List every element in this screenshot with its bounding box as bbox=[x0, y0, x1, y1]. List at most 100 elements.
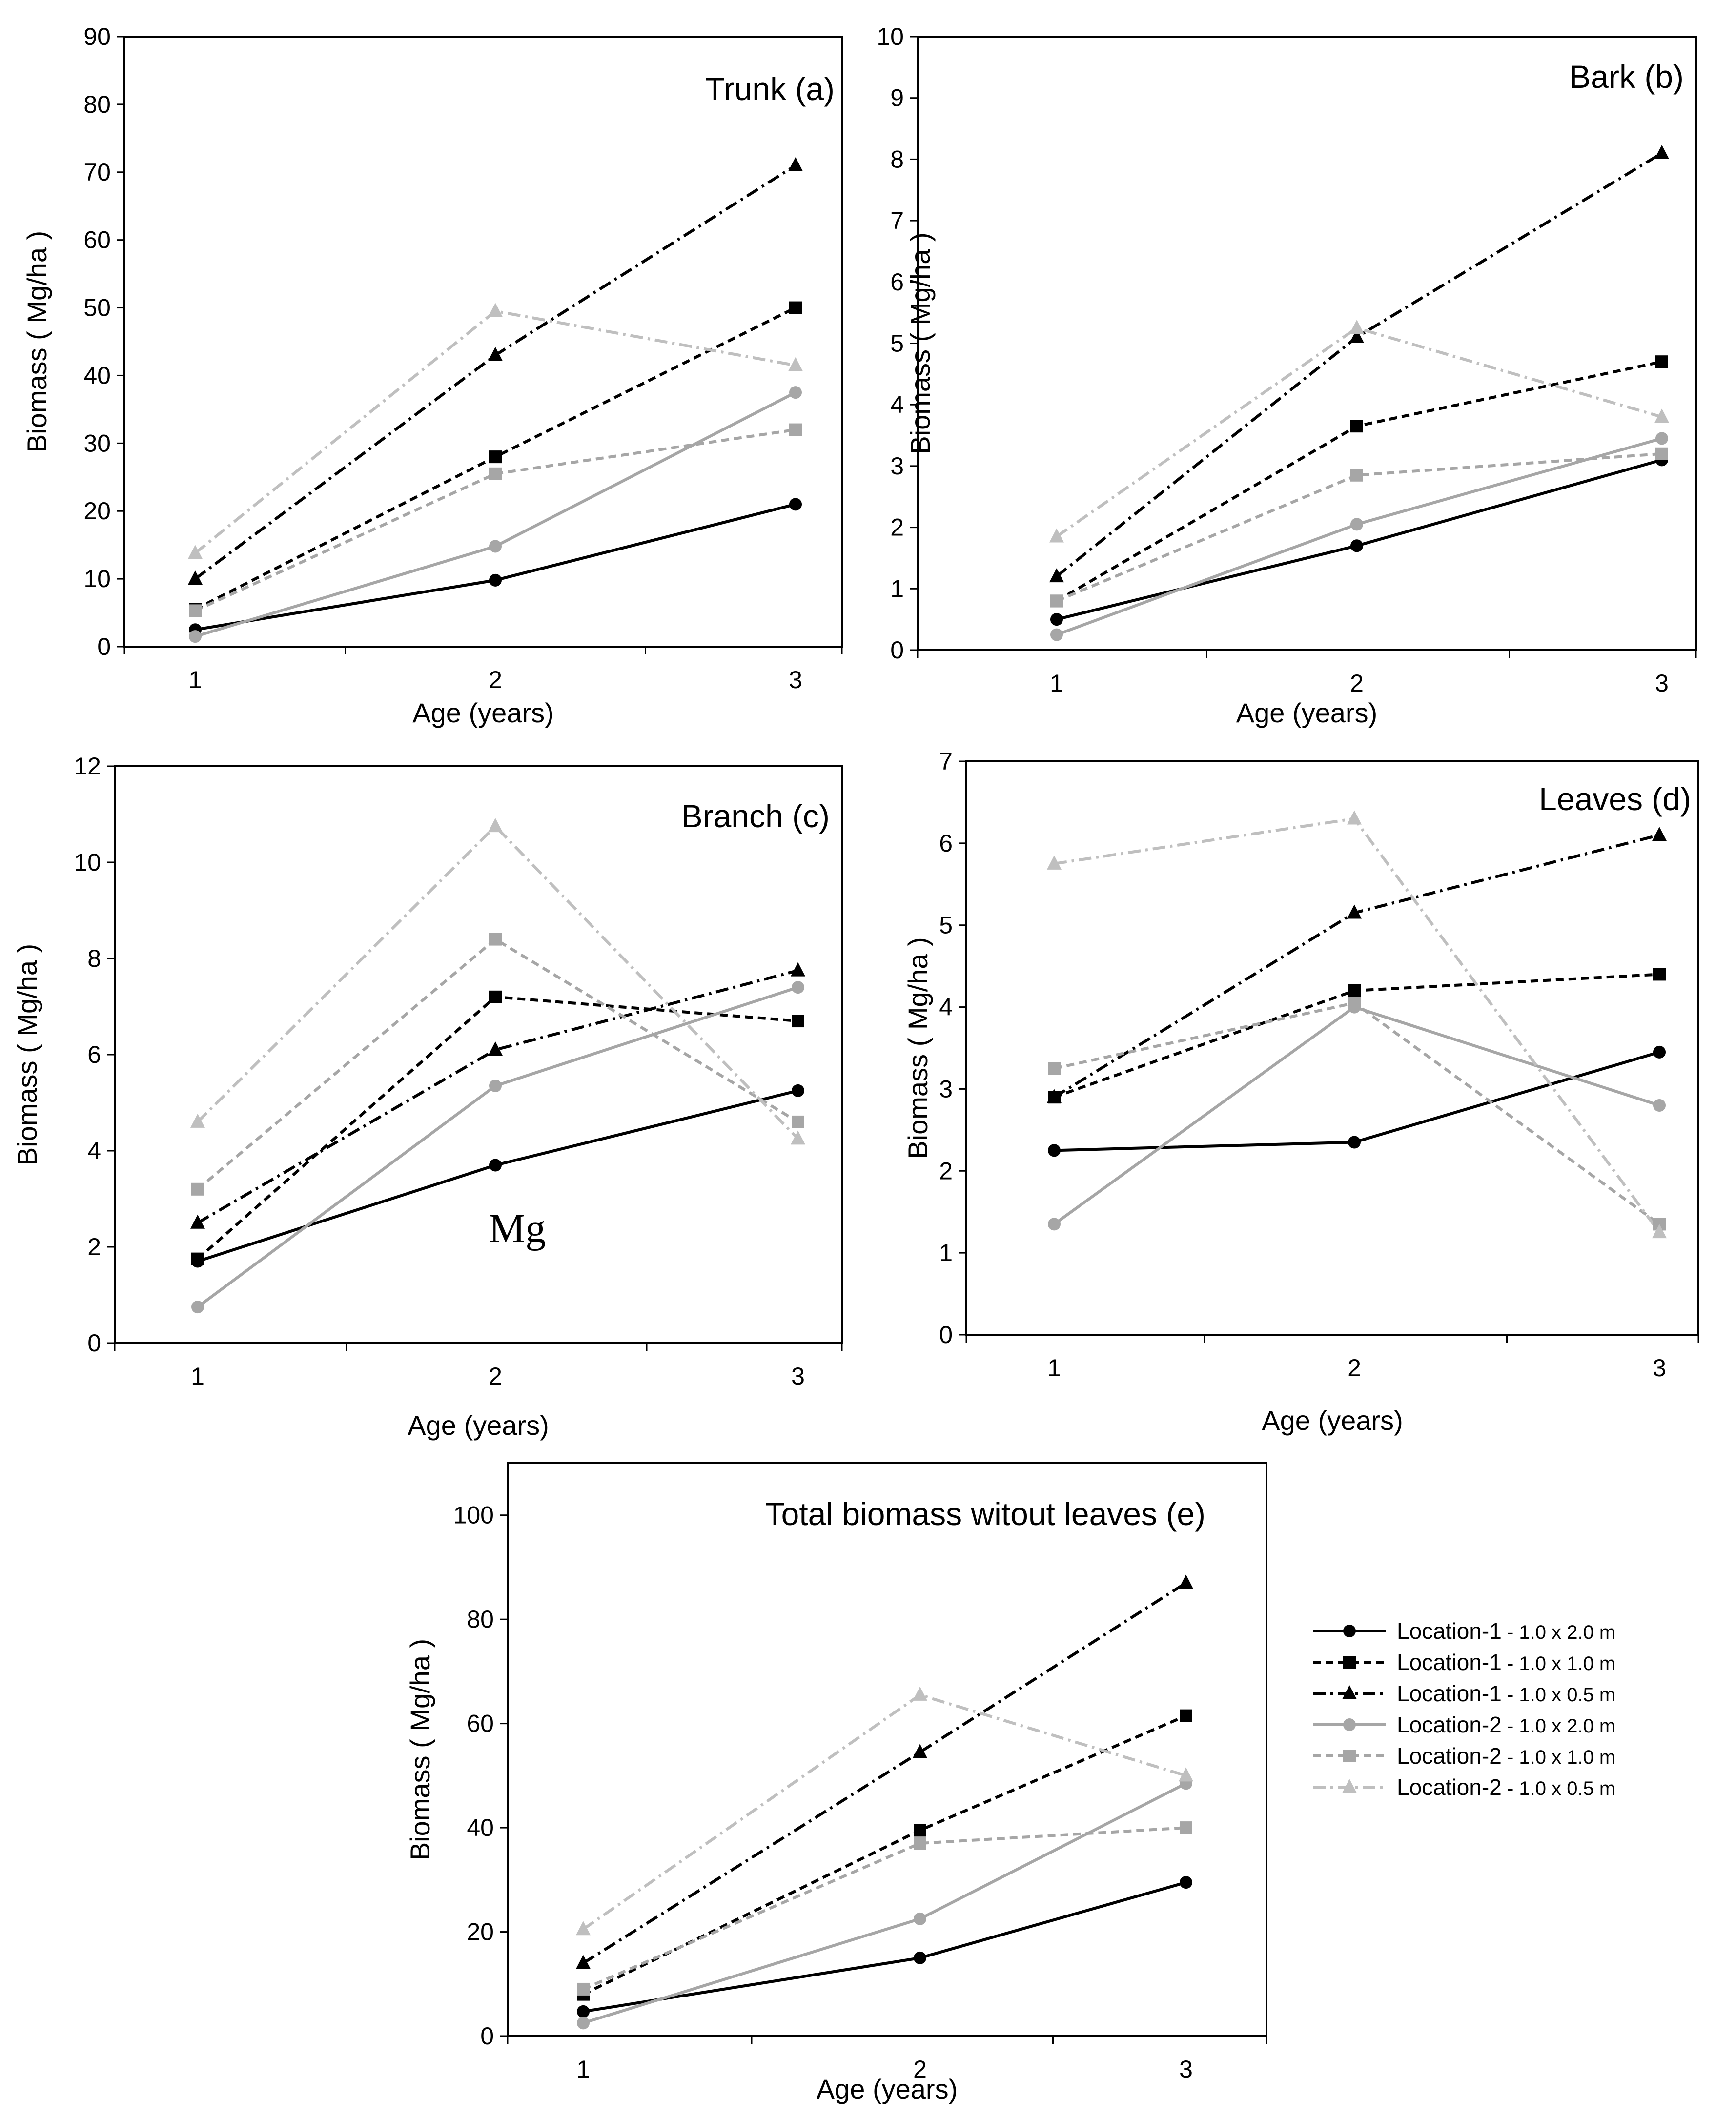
annotation: Mg bbox=[489, 1206, 546, 1251]
data-point bbox=[1180, 1709, 1192, 1722]
legend-location: Location-1 bbox=[1397, 1650, 1502, 1675]
data-point bbox=[914, 1912, 926, 1925]
legend-spacing: - 1.0 x 1.0 m bbox=[1502, 1747, 1615, 1768]
data-point bbox=[789, 498, 802, 511]
series-line bbox=[582, 1714, 1187, 1996]
x-tick-label: 3 bbox=[791, 1363, 805, 1390]
legend-location: Location-2 bbox=[1397, 1774, 1502, 1800]
data-point bbox=[1050, 613, 1063, 626]
data-point bbox=[1350, 420, 1363, 433]
y-tick-label: 6 bbox=[890, 268, 904, 296]
data-point bbox=[489, 990, 502, 1003]
y-tick-label: 90 bbox=[83, 23, 111, 50]
data-point bbox=[789, 423, 802, 436]
series-line bbox=[1056, 152, 1663, 578]
x-axis-label: Age (years) bbox=[1236, 697, 1377, 728]
data-point bbox=[1180, 1821, 1192, 1834]
data-point bbox=[1653, 968, 1666, 981]
y-tick-label: 80 bbox=[467, 1606, 494, 1633]
legend-spacing: - 1.0 x 2.0 m bbox=[1502, 1715, 1615, 1737]
series-line bbox=[194, 164, 797, 580]
legend-location: Location-2 bbox=[1397, 1712, 1502, 1737]
data-point bbox=[1654, 408, 1669, 423]
legend-marker bbox=[1343, 1750, 1356, 1762]
y-tick-label: 0 bbox=[890, 636, 904, 664]
y-tick-label: 3 bbox=[939, 1075, 953, 1102]
data-point bbox=[1049, 528, 1064, 543]
legend-entry: Location-2 - 1.0 x 2.0 m bbox=[1313, 1712, 1615, 1737]
plot-frame bbox=[123, 36, 843, 648]
data-point bbox=[788, 157, 803, 171]
series-line bbox=[1054, 1051, 1660, 1152]
data-point bbox=[1349, 320, 1364, 334]
legend-entry: Location-1 - 1.0 x 2.0 m bbox=[1313, 1618, 1615, 1644]
data-point bbox=[789, 386, 802, 399]
series-line bbox=[1053, 834, 1660, 1099]
y-tick-label: 50 bbox=[83, 294, 111, 322]
data-point bbox=[489, 450, 502, 464]
y-tick-label: 10 bbox=[74, 849, 101, 876]
y-tick-label: 0 bbox=[97, 633, 111, 660]
x-tick-label: 3 bbox=[1655, 670, 1669, 697]
legend-label: Location-2 - 1.0 x 1.0 m bbox=[1397, 1743, 1615, 1769]
chart-bark: 0 1 2 3 4 5 6 7 8 9 10 1 2 3 Age (years) Biomass ( Mg/h… bbox=[877, 23, 1697, 728]
y-tick-label: 1 bbox=[939, 1239, 953, 1266]
y-tick-label: 60 bbox=[83, 226, 111, 254]
data-point bbox=[792, 981, 804, 994]
data-point bbox=[1348, 1136, 1361, 1149]
data-point bbox=[577, 2017, 590, 2030]
x-tick-label: 1 bbox=[1050, 670, 1063, 697]
chart-title: Leaves (d) bbox=[1539, 781, 1691, 817]
data-point bbox=[1350, 539, 1363, 552]
y-tick-label: 7 bbox=[939, 748, 953, 775]
data-point bbox=[1048, 1144, 1061, 1157]
y-tick-label: 30 bbox=[83, 429, 111, 457]
y-tick-label: 4 bbox=[87, 1137, 101, 1164]
data-point bbox=[1048, 1218, 1061, 1231]
legend-spacing: - 1.0 x 0.5 m bbox=[1502, 1684, 1615, 1706]
y-tick-label: 2 bbox=[939, 1157, 953, 1184]
chart-trunk: 0 10 20 30 40 50 60 70 80 90 1 2 3 Age (years) Biomass… bbox=[21, 23, 843, 728]
series-line bbox=[582, 1693, 1186, 1931]
data-point bbox=[576, 1921, 591, 1936]
data-point bbox=[489, 540, 502, 553]
y-tick-label: 7 bbox=[890, 207, 904, 234]
y-tick-label: 4 bbox=[939, 994, 953, 1021]
data-point bbox=[488, 303, 503, 317]
data-point bbox=[792, 1115, 804, 1128]
y-tick-label: 60 bbox=[467, 1710, 494, 1737]
data-point bbox=[1653, 1099, 1666, 1112]
legend-marker bbox=[1342, 1779, 1357, 1793]
chart-title: Branch (c) bbox=[681, 798, 830, 834]
y-tick-label: 5 bbox=[939, 912, 953, 939]
y-tick-label: 9 bbox=[890, 84, 904, 112]
legend-label: Location-1 - 1.0 x 1.0 m bbox=[1397, 1650, 1615, 1675]
data-point bbox=[1050, 594, 1063, 608]
legend-location: Location-1 bbox=[1397, 1681, 1502, 1706]
x-tick-label: 2 bbox=[1350, 670, 1364, 697]
data-point bbox=[489, 1080, 502, 1093]
y-tick-label: 2 bbox=[890, 514, 904, 541]
data-point bbox=[914, 1951, 926, 1964]
y-tick-label: 3 bbox=[890, 452, 904, 480]
data-point bbox=[1349, 328, 1364, 343]
x-tick-label: 2 bbox=[489, 1363, 502, 1390]
legend-marker bbox=[1343, 1625, 1356, 1637]
legend-marker bbox=[1342, 1685, 1357, 1699]
chart-total-biomass: 0 20 40 60 80 100 1 2 3 Age (years) Biomass ( Mg/h… bbox=[405, 1462, 1267, 2104]
series-line bbox=[582, 1581, 1187, 1965]
data-point bbox=[1655, 447, 1668, 460]
data-point bbox=[1348, 997, 1361, 1010]
y-tick-label: 1 bbox=[890, 575, 904, 602]
chart-title: Total biomass witout leaves (e) bbox=[765, 1496, 1205, 1532]
y-tick-label: 0 bbox=[939, 1321, 953, 1348]
x-tick-label: 3 bbox=[1179, 2056, 1193, 2083]
data-point bbox=[191, 1301, 204, 1314]
legend-entry: Location-1 - 1.0 x 0.5 m bbox=[1313, 1681, 1615, 1706]
y-tick-label: 4 bbox=[890, 391, 904, 418]
legend-marker bbox=[1343, 1718, 1356, 1731]
legend-marker bbox=[1343, 1656, 1356, 1669]
legend-entry: Location-2 - 1.0 x 1.0 m bbox=[1313, 1743, 1615, 1769]
